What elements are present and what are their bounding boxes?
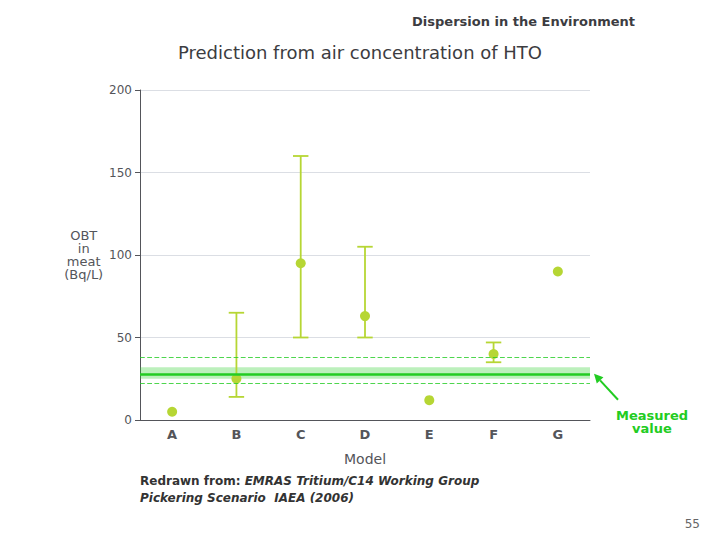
svg-text:200: 200 xyxy=(109,83,132,97)
svg-text:150: 150 xyxy=(109,166,132,180)
svg-text:value: value xyxy=(632,421,672,436)
svg-text:Model: Model xyxy=(344,451,386,467)
svg-text:G: G xyxy=(553,427,564,442)
svg-text:Measured: Measured xyxy=(616,407,688,423)
svg-text:B: B xyxy=(231,427,241,442)
svg-text:EMRAS Tritium/C14 Working Grou: EMRAS Tritium/C14 Working Group xyxy=(245,474,480,488)
svg-text:meat: meat xyxy=(66,254,101,269)
svg-text:Dispersion in the Environment: Dispersion in the Environment xyxy=(412,14,635,29)
svg-text:55: 55 xyxy=(685,517,700,531)
svg-text:OBT: OBT xyxy=(70,228,98,243)
svg-text:Redrawn from:: Redrawn from: xyxy=(140,474,245,488)
svg-text:in: in xyxy=(77,241,90,256)
svg-text:D: D xyxy=(360,427,371,442)
svg-text:50: 50 xyxy=(117,331,132,345)
svg-text:Prediction from air concentrat: Prediction from air concentration of HTO xyxy=(178,42,542,63)
svg-text:100: 100 xyxy=(109,248,132,262)
svg-text:F: F xyxy=(489,427,498,442)
svg-text:(Bq/L): (Bq/L) xyxy=(64,267,103,282)
svg-text:0: 0 xyxy=(124,413,132,427)
svg-text:E: E xyxy=(425,427,434,442)
svg-text:C: C xyxy=(296,427,306,442)
svg-text:A: A xyxy=(167,427,177,442)
svg-text:Pickering Scenario IAEA (2006: Pickering Scenario IAEA (2006) xyxy=(140,491,354,505)
